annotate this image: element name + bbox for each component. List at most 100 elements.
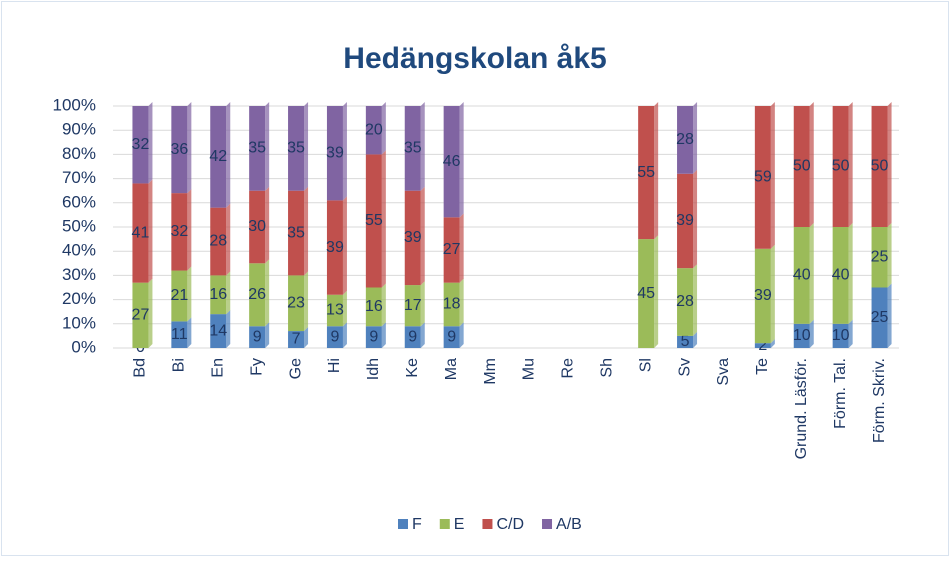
bar-segment <box>404 106 421 191</box>
bar-side <box>459 102 464 218</box>
bar-segment <box>171 321 188 348</box>
x-tick-label: Grund. Läsför. <box>793 358 810 459</box>
bar-segment <box>871 227 888 288</box>
bar-side <box>342 322 347 348</box>
bar-segment <box>638 239 655 348</box>
data-label: 50 <box>832 158 850 175</box>
bar-segment <box>793 323 810 348</box>
bar-segment <box>365 326 382 348</box>
bar-segment <box>443 326 460 348</box>
data-label: 42 <box>209 148 227 165</box>
legend-label: A/B <box>556 516 582 533</box>
bar-side <box>693 169 698 269</box>
x-tick-label: Ke <box>404 358 421 378</box>
data-label: 39 <box>404 229 422 246</box>
bar-side <box>654 235 659 348</box>
data-label: 39 <box>326 144 344 161</box>
data-label: 18 <box>443 296 461 313</box>
bar-side <box>381 102 386 155</box>
data-label: 20 <box>365 121 383 138</box>
data-label: 35 <box>248 140 266 157</box>
bar-segment <box>132 282 149 348</box>
data-label: 39 <box>754 287 772 304</box>
y-tick-label: 60% <box>62 192 96 211</box>
x-tick-label: Re <box>560 358 577 379</box>
x-tick-label: Mu <box>521 358 538 380</box>
bar-side <box>693 331 698 348</box>
bar-side <box>187 189 192 271</box>
bar-side <box>420 186 425 286</box>
bar-side <box>304 186 309 276</box>
bar-segment <box>249 190 266 264</box>
bar-segment <box>210 275 227 315</box>
x-tick-label: En <box>209 358 226 378</box>
data-label: 25 <box>871 248 889 265</box>
bar-segment <box>249 263 266 327</box>
bar-side <box>342 196 347 295</box>
bar-side <box>342 102 347 201</box>
x-tick-label: Sl <box>637 358 654 372</box>
x-tick-label: Sv <box>676 358 693 377</box>
bar-segment <box>132 106 149 184</box>
data-label: 35 <box>287 224 305 241</box>
bar-side <box>809 223 814 324</box>
data-label: 2 <box>758 337 767 354</box>
data-label: 21 <box>170 287 188 304</box>
x-tick-label: Bi <box>171 358 188 372</box>
bar-side <box>887 102 892 227</box>
bar-side <box>381 322 386 348</box>
bar-side <box>848 223 853 324</box>
bar-segment <box>754 343 771 348</box>
bar-segment <box>288 106 305 191</box>
data-label: 10 <box>832 327 850 344</box>
bar-side <box>265 102 270 191</box>
data-label: 9 <box>369 328 378 345</box>
data-label: 50 <box>793 158 811 175</box>
y-tick-label: 20% <box>62 289 96 308</box>
bar-side <box>187 317 192 348</box>
bar-segment <box>443 282 460 327</box>
data-label: 59 <box>754 169 772 186</box>
x-tick-label: Ma <box>443 358 460 380</box>
data-label: 55 <box>637 164 655 181</box>
bar-side <box>848 319 853 348</box>
y-tick-label: 70% <box>62 168 96 187</box>
legend-label: C/D <box>496 516 524 533</box>
data-label: 35 <box>287 140 305 157</box>
bar-segment <box>793 227 810 324</box>
bar-segment <box>249 326 266 348</box>
bar-side <box>809 319 814 348</box>
data-label: 32 <box>132 136 150 153</box>
bar-segment <box>171 193 188 271</box>
y-tick-label: 40% <box>62 241 96 260</box>
data-label: 40 <box>832 267 850 284</box>
y-tick-label: 10% <box>62 313 96 332</box>
data-label: 25 <box>871 309 889 326</box>
bar-segment <box>754 248 771 344</box>
data-label: 30 <box>248 218 266 235</box>
legend-swatch <box>398 519 408 529</box>
bar-side <box>381 283 386 327</box>
data-label: 9 <box>447 328 456 345</box>
bar-side <box>265 186 270 264</box>
x-tick-label: Te <box>754 358 771 375</box>
legend-swatch <box>482 519 493 529</box>
data-label: 41 <box>132 224 150 241</box>
legend-label: F <box>412 516 422 533</box>
data-label: 10 <box>793 327 811 344</box>
bar-segment <box>365 106 382 155</box>
bar-side <box>265 259 270 327</box>
x-tick-label: Hi <box>326 358 343 373</box>
bar-side <box>148 179 153 283</box>
bar-side <box>420 322 425 348</box>
bar-side <box>304 102 309 191</box>
bar-segment <box>832 227 849 324</box>
bar-segment <box>832 323 849 348</box>
bar-segment <box>404 190 421 286</box>
bar-side <box>770 339 775 348</box>
bar-segment <box>326 200 343 295</box>
bar-segment <box>326 294 343 327</box>
y-tick-label: 50% <box>62 216 96 235</box>
bar-side <box>148 278 153 348</box>
